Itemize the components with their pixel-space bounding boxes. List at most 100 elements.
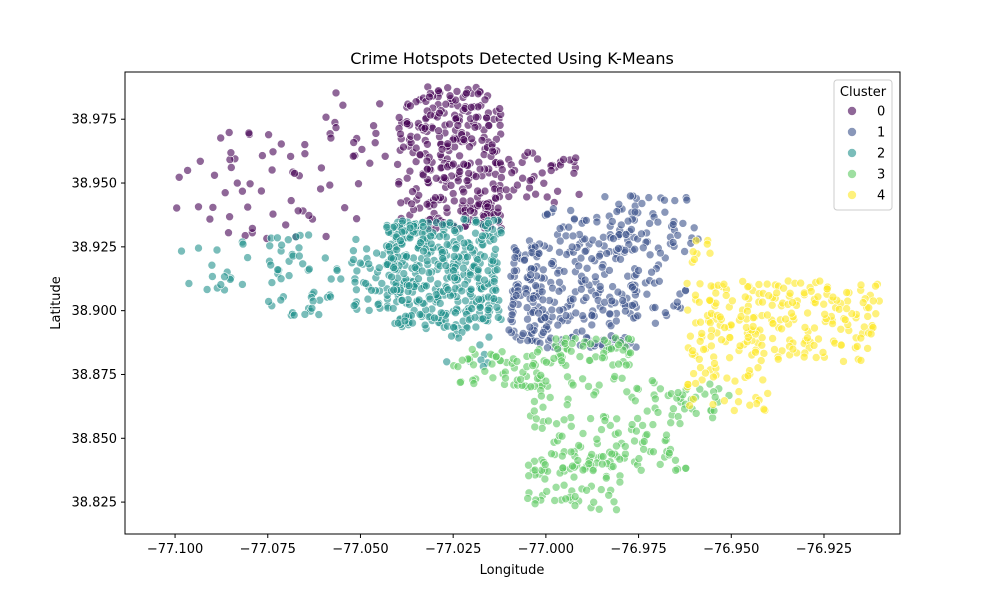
data-point bbox=[273, 265, 283, 275]
data-point bbox=[267, 278, 277, 287]
data-point bbox=[399, 142, 408, 152]
data-point bbox=[734, 397, 743, 407]
data-point bbox=[283, 235, 293, 244]
data-point bbox=[813, 292, 823, 302]
data-point bbox=[475, 303, 485, 312]
data-point bbox=[555, 224, 565, 233]
data-point bbox=[443, 83, 453, 92]
data-point bbox=[594, 504, 604, 514]
data-point bbox=[555, 277, 564, 287]
data-point bbox=[681, 463, 691, 473]
data-point bbox=[523, 494, 533, 503]
data-point bbox=[291, 232, 301, 242]
data-point bbox=[637, 199, 647, 208]
data-point bbox=[205, 214, 215, 224]
x-tick-label: −77.075 bbox=[240, 542, 296, 557]
data-point bbox=[617, 373, 627, 383]
data-point bbox=[294, 243, 304, 253]
data-point bbox=[834, 304, 844, 314]
data-point bbox=[466, 196, 475, 206]
data-point bbox=[707, 341, 716, 351]
data-point bbox=[630, 396, 640, 406]
data-point bbox=[331, 123, 341, 132]
data-point bbox=[705, 248, 715, 258]
data-point bbox=[526, 270, 535, 280]
data-point bbox=[670, 196, 680, 205]
data-point bbox=[451, 95, 461, 105]
data-point bbox=[462, 88, 471, 98]
data-point bbox=[591, 272, 600, 282]
data-point bbox=[799, 352, 809, 362]
data-point bbox=[591, 334, 601, 344]
data-point bbox=[580, 247, 590, 256]
data-point bbox=[729, 406, 739, 415]
data-point bbox=[445, 218, 455, 227]
data-point bbox=[172, 203, 181, 213]
data-point bbox=[606, 344, 616, 354]
data-point bbox=[304, 230, 313, 240]
data-point bbox=[543, 343, 552, 353]
data-point bbox=[298, 259, 308, 269]
data-point bbox=[407, 199, 416, 209]
data-point bbox=[609, 234, 618, 243]
legend: Cluster 0 1 2 3 4 bbox=[833, 79, 893, 211]
data-point bbox=[613, 287, 623, 297]
data-point bbox=[600, 297, 610, 307]
data-point bbox=[489, 235, 499, 244]
data-point bbox=[480, 252, 489, 261]
data-point bbox=[491, 352, 501, 362]
data-point bbox=[373, 300, 383, 309]
data-point bbox=[542, 487, 552, 496]
data-point bbox=[523, 336, 533, 345]
data-point bbox=[336, 274, 346, 284]
data-point bbox=[627, 282, 637, 292]
data-point bbox=[612, 207, 622, 216]
data-point bbox=[470, 123, 480, 132]
data-point bbox=[637, 229, 646, 239]
data-point bbox=[806, 286, 816, 296]
data-point bbox=[355, 258, 365, 268]
data-point bbox=[340, 203, 350, 212]
data-point bbox=[562, 400, 572, 410]
data-point bbox=[787, 308, 796, 318]
data-point bbox=[367, 285, 376, 295]
data-point bbox=[331, 88, 341, 98]
data-point bbox=[316, 184, 325, 194]
data-point bbox=[402, 252, 411, 261]
data-point bbox=[581, 216, 591, 225]
data-point bbox=[866, 329, 876, 339]
data-point bbox=[576, 284, 586, 294]
data-point bbox=[541, 376, 551, 386]
data-point bbox=[511, 291, 521, 300]
legend-label: 2 bbox=[877, 147, 885, 162]
data-point bbox=[688, 394, 698, 404]
series-cluster-4 bbox=[682, 236, 884, 415]
data-point bbox=[248, 224, 257, 233]
data-point bbox=[525, 322, 535, 332]
data-point bbox=[547, 449, 556, 459]
data-point bbox=[462, 176, 472, 185]
data-point bbox=[257, 186, 266, 196]
data-point bbox=[425, 92, 434, 102]
series-cluster-2 bbox=[177, 214, 506, 371]
data-point bbox=[194, 202, 203, 212]
data-point bbox=[540, 460, 550, 470]
data-point bbox=[447, 331, 456, 341]
data-point bbox=[491, 194, 501, 203]
data-point bbox=[673, 412, 683, 421]
data-point bbox=[300, 140, 310, 149]
data-point bbox=[495, 104, 505, 113]
y-tick-label: 38.925 bbox=[72, 240, 118, 255]
data-point bbox=[523, 314, 532, 324]
x-axis-ticks: −77.100 −77.075 −77.050 −77.025 −77.000 −76.9… bbox=[147, 534, 852, 557]
data-point bbox=[645, 219, 654, 228]
data-point bbox=[768, 334, 777, 343]
x-tick-label: −76.925 bbox=[796, 542, 852, 557]
data-point bbox=[828, 292, 838, 302]
data-point bbox=[560, 339, 570, 348]
data-point bbox=[539, 179, 549, 188]
data-point bbox=[273, 233, 282, 243]
data-point bbox=[216, 133, 225, 143]
data-point bbox=[482, 113, 491, 123]
data-point bbox=[772, 288, 782, 298]
